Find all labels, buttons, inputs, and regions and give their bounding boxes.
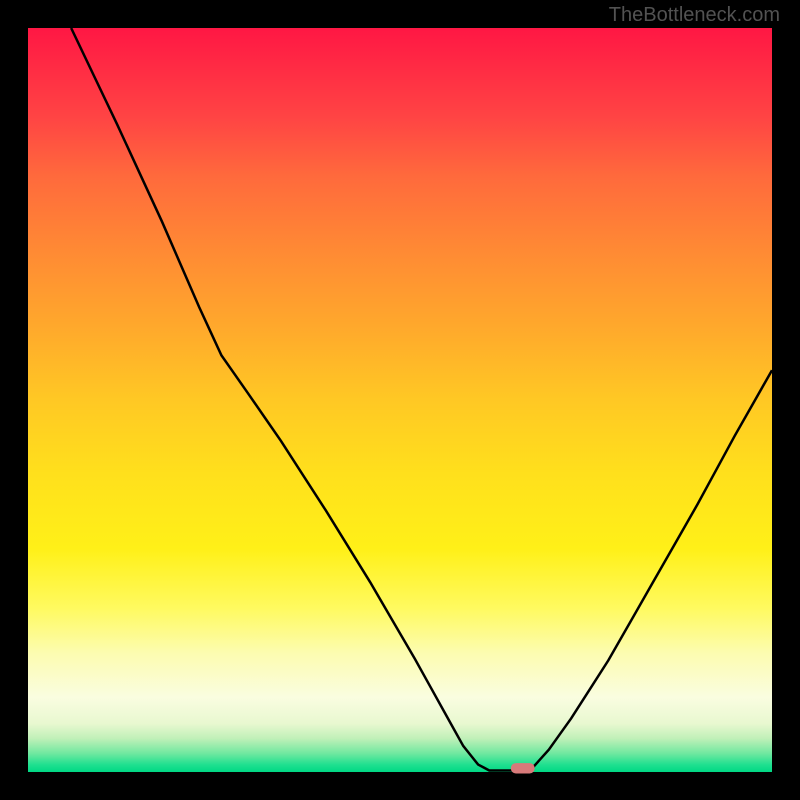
- optimal-marker: [511, 763, 535, 773]
- watermark-text: TheBottleneck.com: [609, 4, 780, 27]
- bottleneck-chart: TheBottleneck.com: [0, 0, 800, 800]
- plot-background: [28, 28, 772, 772]
- chart-svg: [0, 0, 800, 800]
